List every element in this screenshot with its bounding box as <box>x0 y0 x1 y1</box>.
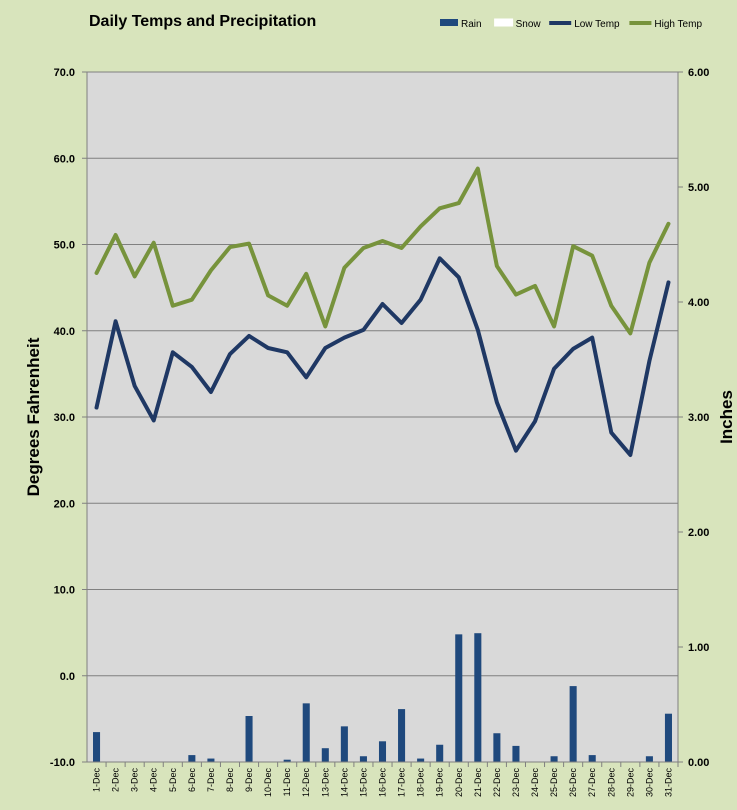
y2-tick-label: 2.00 <box>688 527 709 539</box>
rain-bar <box>93 732 101 762</box>
rain-bar <box>378 741 387 762</box>
rain-bar <box>474 633 482 762</box>
x-tick-label: 6-Dec <box>187 768 197 793</box>
rain-bars <box>93 633 672 762</box>
rain-bar <box>569 686 577 762</box>
y-tick-label: 10.0 <box>54 585 75 597</box>
x-tick-label: 29-Dec <box>625 768 635 798</box>
x-tick-label: 28-Dec <box>606 768 616 798</box>
x-tick-label: 14-Dec <box>339 768 349 798</box>
x-tick-label: 10-Dec <box>263 768 273 798</box>
rain-bar <box>359 756 367 762</box>
y-tick-label: 50.0 <box>54 240 75 252</box>
x-tick-label: 12-Dec <box>301 768 311 798</box>
y-tick-label: 40.0 <box>54 326 75 338</box>
high-temp-line <box>94 166 671 336</box>
rain-bar <box>512 745 520 762</box>
x-tick-label: 15-Dec <box>358 768 368 798</box>
rain-bar <box>302 703 310 762</box>
x-tick-label: 17-Dec <box>397 768 407 798</box>
x-tick-label: 5-Dec <box>168 768 178 793</box>
rain-bar <box>321 748 329 762</box>
y2-tick-label: 1.00 <box>688 642 709 654</box>
rain-bar <box>283 759 291 762</box>
rain-bar <box>664 713 672 762</box>
y2-tick-label: 0.00 <box>688 757 709 769</box>
x-tick-label: 19-Dec <box>435 768 445 798</box>
rain-bar <box>245 716 253 762</box>
y2-tick-label: 6.00 <box>688 67 709 79</box>
y-tick-label: 60.0 <box>54 153 75 165</box>
x-tick-label: 16-Dec <box>378 768 388 798</box>
y2-tick-label: 3.00 <box>688 412 709 424</box>
grid-lines <box>87 71 678 677</box>
legend-swatch <box>494 18 514 27</box>
legend: Rain Snow Low Temp High Temp <box>440 18 702 30</box>
rain-bar <box>588 755 596 762</box>
legend-label: Snow <box>516 19 542 30</box>
y-tick-label: 20.0 <box>54 498 75 510</box>
x-tick-label: 4-Dec <box>149 768 159 793</box>
y-axis-title: Degrees Fahrenheit <box>24 337 43 496</box>
x-tick-label: 11-Dec <box>282 768 292 797</box>
y2-axis-title: Inches <box>717 390 736 444</box>
axes: 70.0 60.0 50.0 40.0 30.0 20.0 10.0 0.0 -10.0 6.00… <box>50 67 710 797</box>
x-tick-label: 26-Dec <box>568 768 578 798</box>
x-tick-label: 27-Dec <box>587 768 597 798</box>
x-tick-label: 21-Dec <box>473 768 483 798</box>
rain-bar <box>550 756 558 762</box>
rain-bar <box>398 709 406 762</box>
x-tick-label: 8-Dec <box>225 768 235 793</box>
rain-bar <box>493 733 501 762</box>
x-tick-label: 31-Dec <box>663 768 673 798</box>
x-tick-label: 23-Dec <box>511 768 521 798</box>
x-tick-label: 1-Dec <box>92 768 102 793</box>
low-temp-line <box>94 256 671 457</box>
x-tick-label: 18-Dec <box>416 768 426 798</box>
legend-swatch <box>440 19 458 26</box>
rain-bar <box>436 744 444 762</box>
rain-bar <box>188 755 196 762</box>
y2-tick-label: 5.00 <box>688 182 709 194</box>
y-tick-label: 0.0 <box>60 671 75 683</box>
x-tick-label: 7-Dec <box>206 768 216 793</box>
legend-label: High Temp <box>654 19 702 30</box>
rain-bar <box>455 634 463 762</box>
chart-title: Daily Temps and Precipitation <box>89 13 316 30</box>
x-tick-label: 25-Dec <box>549 768 559 798</box>
rain-bar <box>645 756 653 762</box>
rain-bar <box>340 726 348 762</box>
x-tick-label: 9-Dec <box>244 768 254 793</box>
temperature-lines <box>94 166 671 457</box>
legend-label: Low Temp <box>574 19 620 30</box>
x-tick-label: 2-Dec <box>111 768 121 793</box>
y-tick-label: 70.0 <box>54 67 75 79</box>
x-tick-label: 3-Dec <box>130 768 140 793</box>
x-tick-label: 24-Dec <box>530 768 540 798</box>
y-tick-label: -10.0 <box>50 757 75 769</box>
x-tick-label: 13-Dec <box>320 768 330 798</box>
rain-bar <box>207 758 215 762</box>
x-tick-label: 30-Dec <box>644 768 654 798</box>
legend-label: Rain <box>461 19 482 30</box>
y-tick-label: 30.0 <box>54 412 75 424</box>
rain-bar <box>417 758 425 762</box>
y2-tick-label: 4.00 <box>688 297 709 309</box>
x-tick-label: 22-Dec <box>492 768 502 798</box>
x-tick-label: 20-Dec <box>454 768 464 798</box>
